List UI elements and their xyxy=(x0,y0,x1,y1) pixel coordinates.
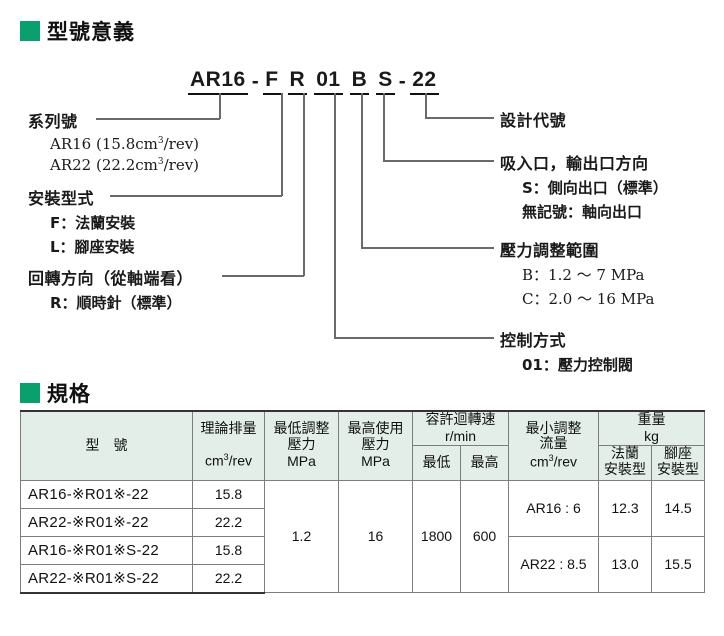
code-segment-design: 22 xyxy=(410,68,439,95)
header-min-flow-unit: cm3/rev xyxy=(529,452,578,470)
header-displacement-unit: cm3/rev xyxy=(204,452,253,469)
label-rotation-direction: 回轉方向（從軸端看） R：順時針（標準） xyxy=(28,265,193,313)
header-min-flow: 最小調整 流量 cm3/rev xyxy=(508,409,599,481)
header-weight: 重量 kg xyxy=(598,410,705,447)
leader-line-design-vertical xyxy=(425,93,427,118)
header-max-use-pressure: 最高使用 壓力 MPa xyxy=(338,409,413,481)
table-header-row-2: 最低 最高 法蘭 安裝型 腳座 安裝型 xyxy=(21,445,705,481)
green-square-marker-icon xyxy=(20,21,40,41)
section-title-model-meaning: 型號意義 xyxy=(47,20,135,44)
table-header-row-1: 型 號 理論排量 cm3/rev 最低調整 壓力 MPa 最高使用 壓力 MPa… xyxy=(20,409,705,481)
cell-min-flow-ar16: AR16 : 6 xyxy=(508,479,599,537)
cell-min-flow-ar22: AR22 : 8.5 xyxy=(508,535,599,594)
leader-line-control-vertical xyxy=(334,93,336,338)
table-row: AR22-※R01※S-22 22.2 xyxy=(20,563,705,594)
cell-displacement-3: 15.8 xyxy=(192,535,265,565)
cell-model-1: AR16-※R01※-22 xyxy=(20,479,193,509)
label-design-code: 設計代號 xyxy=(500,107,566,131)
label-mounting-type: 安裝型式 F：法蘭安裝 L：腳座安裝 xyxy=(28,185,135,257)
label-mounting-type-line-1: F：法蘭安裝 xyxy=(50,214,136,232)
label-port-direction-line-1: S：側向出口（標準） xyxy=(522,179,668,197)
model-code-string: AR16 - F R 01 B S - 22 xyxy=(188,68,439,95)
label-pressure-range-line-1: B：1.2 ～ 7 MPa xyxy=(522,266,645,284)
leader-line-design-horizontal xyxy=(425,117,494,119)
leader-line-control-horizontal xyxy=(334,337,494,339)
label-series-heading: 系列號 xyxy=(28,112,78,131)
label-pressure-range-heading: 壓力調整範圍 xyxy=(500,241,600,260)
label-control-method-line-1: 01：壓力控制閥 xyxy=(522,356,633,374)
cell-weight-foot-top: 14.5 xyxy=(651,479,705,537)
leader-line-port-direction-vertical xyxy=(383,93,385,161)
label-rotation-direction-heading: 回轉方向（從軸端看） xyxy=(28,269,194,288)
section-heading-spec: 規格 xyxy=(20,378,91,408)
cell-displacement-4: 22.2 xyxy=(192,563,265,594)
code-segment-mounting: F xyxy=(263,68,281,95)
label-series-line-1: AR16 (15.8cm3/rev) xyxy=(50,135,200,153)
header-min-adj-pressure: 最低調整 壓力 MPa xyxy=(264,409,339,481)
table-row: AR22-※R01※-22 22.2 xyxy=(20,507,705,537)
cell-displacement-2: 22.2 xyxy=(192,507,265,537)
table-row: AR16-※R01※S-22 15.8 AR22 : 8.5 13.0 15.5 xyxy=(20,535,705,594)
code-segment-series: AR16 xyxy=(188,68,248,95)
cell-min-adj-pressure: 1.2 xyxy=(264,479,339,594)
leader-line-mounting-horizontal xyxy=(110,195,282,197)
header-weight-flange: 法蘭 安裝型 xyxy=(598,445,652,481)
leader-line-pressure-range-horizontal xyxy=(361,247,494,249)
code-segment-control: 01 xyxy=(314,68,343,95)
leader-line-series-horizontal xyxy=(96,118,220,120)
code-segment-port-direction: S xyxy=(376,68,395,95)
table-row: AR16-※R01※-22 15.8 1.2 16 1800 600 AR16 … xyxy=(20,479,705,594)
label-mounting-type-line-2: L：腳座安裝 xyxy=(50,238,135,256)
leader-line-rotation-horizontal xyxy=(222,275,304,277)
label-port-direction-line-2: 無記號：軸向出口 xyxy=(522,203,643,221)
label-control-method-heading: 控制方式 xyxy=(500,331,567,350)
section-heading-model-meaning: 型號意義 xyxy=(20,16,135,46)
leader-line-rotation-vertical xyxy=(303,93,305,276)
cell-max-use-pressure: 16 xyxy=(338,479,413,594)
header-weight-foot: 腳座 安裝型 xyxy=(651,445,705,481)
cell-displacement-1: 15.8 xyxy=(192,479,265,509)
label-rotation-direction-line-1: R：順時針（標準） xyxy=(50,294,182,312)
label-control-method: 控制方式 01：壓力控制閥 xyxy=(500,327,633,375)
code-segment-pressure-range: B xyxy=(349,68,370,95)
spec-table: 型 號 理論排量 cm3/rev 最低調整 壓力 MPa 最高使用 壓力 MPa… xyxy=(20,409,705,594)
cell-speed-min: 1800 xyxy=(412,479,461,594)
header-displacement: 理論排量 cm3/rev xyxy=(192,409,265,481)
header-speed: 容許迴轉速 r/min xyxy=(412,410,509,447)
label-series-line-2: AR22 (22.2cm3/rev) xyxy=(50,156,200,174)
label-pressure-range-line-2: C：2.0 ～ 16 MPa xyxy=(522,290,655,308)
cell-model-4: AR22-※R01※S-22 xyxy=(20,563,193,594)
header-model: 型 號 xyxy=(20,409,193,481)
label-port-direction: 吸入口，輸出口方向 S：側向出口（標準） 無記號：軸向出口 xyxy=(500,150,668,222)
section-title-spec: 規格 xyxy=(47,382,91,406)
cell-speed-max: 600 xyxy=(460,479,509,594)
cell-weight-flange-top: 12.3 xyxy=(598,479,652,537)
code-dash-2: - xyxy=(398,70,407,93)
leader-line-pressure-range-vertical xyxy=(361,93,363,248)
label-design-code-heading: 設計代號 xyxy=(500,111,567,130)
label-pressure-range: 壓力調整範圍 B：1.2 ～ 7 MPa C：2.0 ～ 16 MPa xyxy=(500,237,654,309)
code-segment-rotation: R xyxy=(287,68,308,95)
cell-weight-flange-bottom: 13.0 xyxy=(598,535,652,594)
leader-line-series-vertical xyxy=(219,93,221,119)
cell-model-3: AR16-※R01※S-22 xyxy=(20,535,193,565)
code-dash-1: - xyxy=(251,70,260,93)
cell-weight-foot-bottom: 15.5 xyxy=(651,535,705,594)
leader-line-mounting-vertical xyxy=(281,93,283,196)
header-speed-min: 最低 xyxy=(412,445,461,481)
leader-line-port-direction-horizontal xyxy=(383,160,494,162)
label-series: 系列號 AR16 (15.8cm3/rev) AR22 (22.2cm3/rev… xyxy=(28,108,199,174)
label-port-direction-heading: 吸入口，輸出口方向 xyxy=(500,154,649,173)
header-speed-max: 最高 xyxy=(460,445,509,481)
cell-model-2: AR22-※R01※-22 xyxy=(20,507,193,537)
green-square-marker-icon-2 xyxy=(20,383,40,403)
label-mounting-type-heading: 安裝型式 xyxy=(28,189,95,208)
